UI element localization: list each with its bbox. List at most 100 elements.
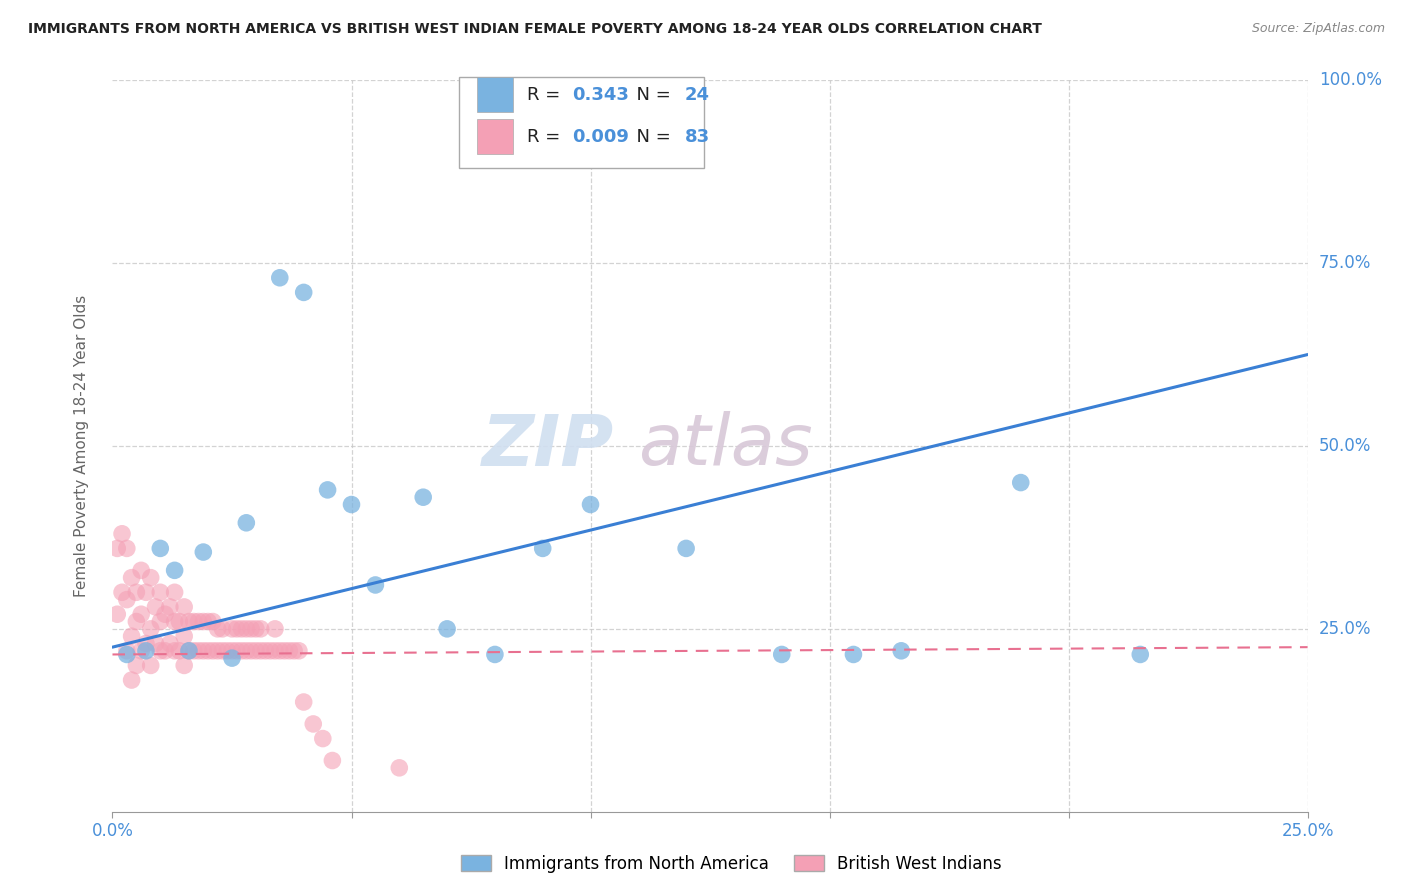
Point bbox=[197, 615, 219, 629]
Point bbox=[187, 644, 209, 658]
Point bbox=[125, 658, 148, 673]
Point bbox=[105, 607, 128, 622]
Point bbox=[177, 644, 200, 658]
Point bbox=[169, 644, 191, 658]
Point bbox=[183, 644, 205, 658]
Point bbox=[842, 648, 865, 662]
Point bbox=[436, 622, 458, 636]
Text: IMMIGRANTS FROM NORTH AMERICA VS BRITISH WEST INDIAN FEMALE POVERTY AMONG 18-24 : IMMIGRANTS FROM NORTH AMERICA VS BRITISH… bbox=[28, 22, 1042, 37]
Point bbox=[364, 578, 387, 592]
Point bbox=[129, 644, 152, 658]
Point bbox=[135, 585, 157, 599]
Point bbox=[125, 615, 148, 629]
Point bbox=[121, 571, 143, 585]
Text: N =: N = bbox=[626, 86, 676, 103]
Point bbox=[159, 636, 181, 650]
Point bbox=[139, 571, 162, 585]
Point bbox=[197, 644, 219, 658]
Point bbox=[221, 651, 243, 665]
Point bbox=[579, 498, 602, 512]
Point bbox=[193, 545, 215, 559]
Point bbox=[145, 636, 167, 650]
Text: 24: 24 bbox=[685, 86, 710, 103]
Text: 0.009: 0.009 bbox=[572, 128, 630, 145]
Point bbox=[278, 644, 301, 658]
Point bbox=[316, 483, 339, 497]
FancyBboxPatch shape bbox=[458, 77, 704, 168]
Point bbox=[163, 615, 186, 629]
Point bbox=[235, 622, 257, 636]
Point bbox=[211, 622, 233, 636]
Text: ZIP: ZIP bbox=[482, 411, 614, 481]
Text: 83: 83 bbox=[685, 128, 710, 145]
Point bbox=[115, 592, 138, 607]
Point bbox=[149, 644, 172, 658]
Point bbox=[129, 607, 152, 622]
Point bbox=[149, 615, 172, 629]
Point bbox=[1129, 648, 1152, 662]
Point bbox=[264, 644, 287, 658]
Point bbox=[115, 541, 138, 556]
Text: 50.0%: 50.0% bbox=[1319, 437, 1371, 455]
Point bbox=[412, 490, 434, 504]
Point bbox=[121, 629, 143, 643]
Point bbox=[125, 585, 148, 599]
Point bbox=[484, 648, 506, 662]
Point bbox=[221, 622, 243, 636]
Point bbox=[173, 599, 195, 614]
Point bbox=[207, 622, 229, 636]
Point bbox=[183, 615, 205, 629]
Point bbox=[105, 541, 128, 556]
Point bbox=[145, 599, 167, 614]
Point bbox=[340, 498, 363, 512]
Point bbox=[231, 622, 253, 636]
Text: R =: R = bbox=[527, 128, 567, 145]
Point bbox=[225, 622, 247, 636]
Point bbox=[111, 526, 134, 541]
Point bbox=[207, 644, 229, 658]
Point bbox=[177, 615, 200, 629]
Point bbox=[139, 622, 162, 636]
Text: atlas: atlas bbox=[638, 411, 813, 481]
Point bbox=[225, 644, 247, 658]
Point bbox=[217, 644, 239, 658]
Text: 0.343: 0.343 bbox=[572, 86, 630, 103]
Point bbox=[149, 541, 172, 556]
Point bbox=[115, 648, 138, 662]
Point bbox=[245, 622, 267, 636]
Point bbox=[201, 644, 224, 658]
Point bbox=[231, 644, 253, 658]
Point bbox=[273, 644, 295, 658]
Point bbox=[235, 516, 257, 530]
Point bbox=[163, 644, 186, 658]
Text: Source: ZipAtlas.com: Source: ZipAtlas.com bbox=[1251, 22, 1385, 36]
Point bbox=[149, 585, 172, 599]
Point bbox=[129, 563, 152, 577]
Point bbox=[245, 644, 267, 658]
Y-axis label: Female Poverty Among 18-24 Year Olds: Female Poverty Among 18-24 Year Olds bbox=[75, 295, 89, 597]
Point bbox=[135, 644, 157, 658]
Point bbox=[259, 644, 281, 658]
Point bbox=[249, 622, 271, 636]
Point bbox=[240, 644, 263, 658]
Legend: Immigrants from North America, British West Indians: Immigrants from North America, British W… bbox=[454, 848, 1008, 880]
Point bbox=[288, 644, 311, 658]
Point bbox=[211, 644, 233, 658]
Point bbox=[240, 622, 263, 636]
Text: R =: R = bbox=[527, 86, 567, 103]
Point bbox=[159, 599, 181, 614]
Point bbox=[187, 615, 209, 629]
Point bbox=[169, 615, 191, 629]
Point bbox=[153, 607, 176, 622]
Text: 100.0%: 100.0% bbox=[1319, 71, 1382, 89]
FancyBboxPatch shape bbox=[477, 77, 513, 112]
Point bbox=[153, 644, 176, 658]
Point bbox=[388, 761, 411, 775]
Point bbox=[173, 629, 195, 643]
Point bbox=[163, 563, 186, 577]
Point bbox=[173, 658, 195, 673]
Point bbox=[675, 541, 697, 556]
Point bbox=[1010, 475, 1032, 490]
Point bbox=[531, 541, 554, 556]
Point bbox=[312, 731, 335, 746]
